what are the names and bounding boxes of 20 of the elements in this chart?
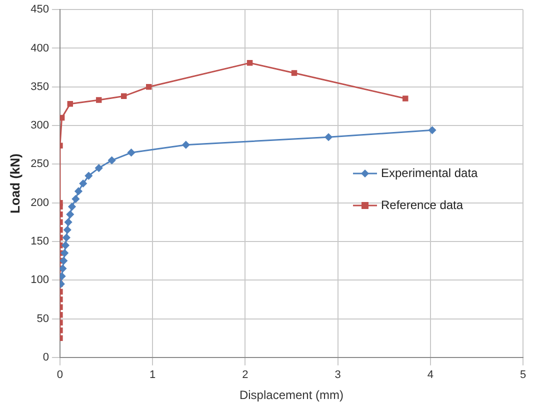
y-tick-label: 200 (30, 196, 49, 209)
x-tick-label: 0 (56, 369, 64, 382)
y-tick-label: 0 (42, 351, 49, 364)
y-tick-label: 150 (30, 236, 49, 248)
legend-label: Reference data (381, 198, 464, 212)
y-tick-label: 50 (36, 312, 49, 325)
y-axis-title: Load (kN) (7, 154, 22, 214)
x-tick-label: 4 (427, 369, 434, 382)
y-tick-label: 300 (30, 120, 49, 132)
x-tick-label: 3 (334, 369, 341, 382)
x-tick-label: 5 (520, 369, 526, 382)
y-tick-label: 450 (30, 4, 49, 16)
x-axis-title: Displacement (mm) (239, 388, 344, 402)
x-tick-label: 1 (150, 369, 156, 382)
y-tick-label: 250 (30, 158, 49, 170)
legend-label: Experimental data (381, 166, 478, 180)
x-tick-label: 2 (242, 369, 248, 382)
y-tick-label: 100 (30, 274, 49, 286)
y-tick-label: 400 (30, 42, 49, 54)
y-tick-label: 350 (30, 80, 49, 93)
